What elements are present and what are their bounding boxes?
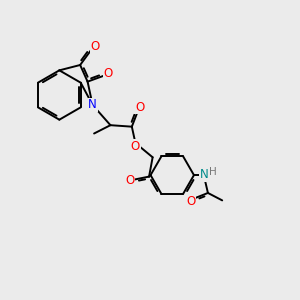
Text: N: N — [88, 98, 97, 112]
Text: O: O — [131, 140, 140, 153]
Text: N: N — [200, 168, 209, 181]
Text: O: O — [135, 100, 144, 114]
Text: O: O — [90, 40, 100, 53]
Text: O: O — [186, 195, 195, 208]
Text: O: O — [125, 174, 135, 187]
Text: O: O — [103, 68, 113, 80]
Text: H: H — [209, 167, 217, 176]
